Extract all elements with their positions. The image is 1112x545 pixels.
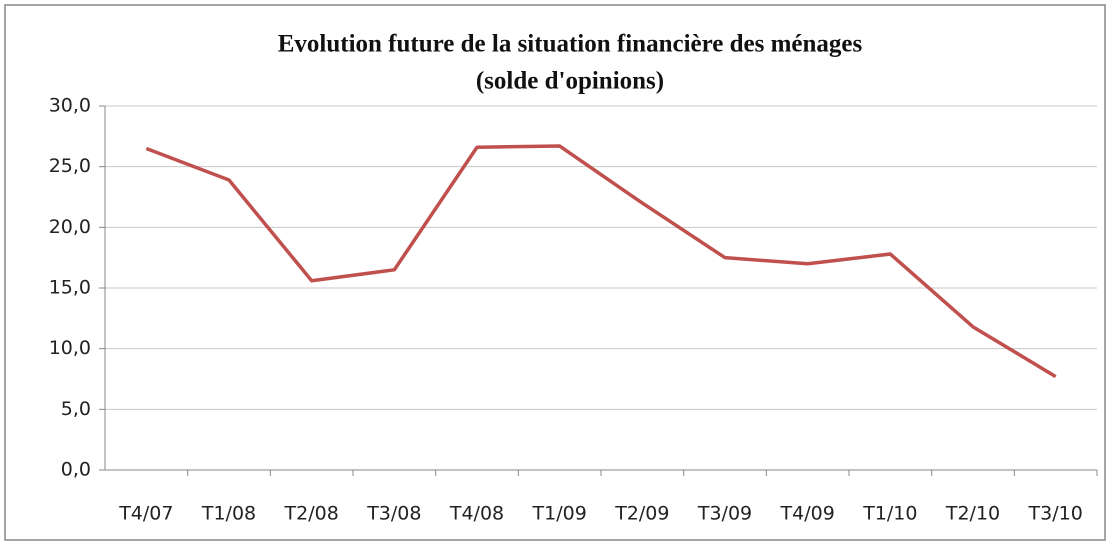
y-tick-label: 0,0	[61, 459, 91, 481]
x-tick-label: T2/10	[945, 503, 1000, 525]
x-tick-label: T1/09	[532, 503, 587, 525]
chart-subtitle: (solde d'opinions)	[476, 68, 664, 95]
x-tick-label: T2/08	[284, 503, 339, 525]
y-tick-label: 15,0	[49, 277, 91, 299]
x-tick-label: T3/10	[1028, 503, 1083, 525]
y-tick-label: 20,0	[49, 216, 91, 238]
x-tick-label: T3/09	[697, 503, 752, 525]
x-tick-label: T2/09	[614, 503, 669, 525]
y-tick-label: 25,0	[49, 155, 91, 177]
x-tick-label: T4/08	[449, 503, 504, 525]
line-series	[145, 144, 1057, 379]
chart-frame	[4, 4, 1106, 541]
y-tick-label: 10,0	[49, 337, 91, 359]
x-tick-label: T3/08	[366, 503, 421, 525]
y-tick-label: 30,0	[49, 95, 91, 117]
x-tick-label: T4/07	[118, 503, 173, 525]
x-tick-label: T4/09	[780, 503, 835, 525]
chart-title: Evolution future de la situation financi…	[278, 31, 863, 58]
y-tick-label: 5,0	[61, 398, 91, 420]
x-tick-label: T1/10	[862, 503, 917, 525]
x-tick-label: T1/08	[201, 503, 256, 525]
